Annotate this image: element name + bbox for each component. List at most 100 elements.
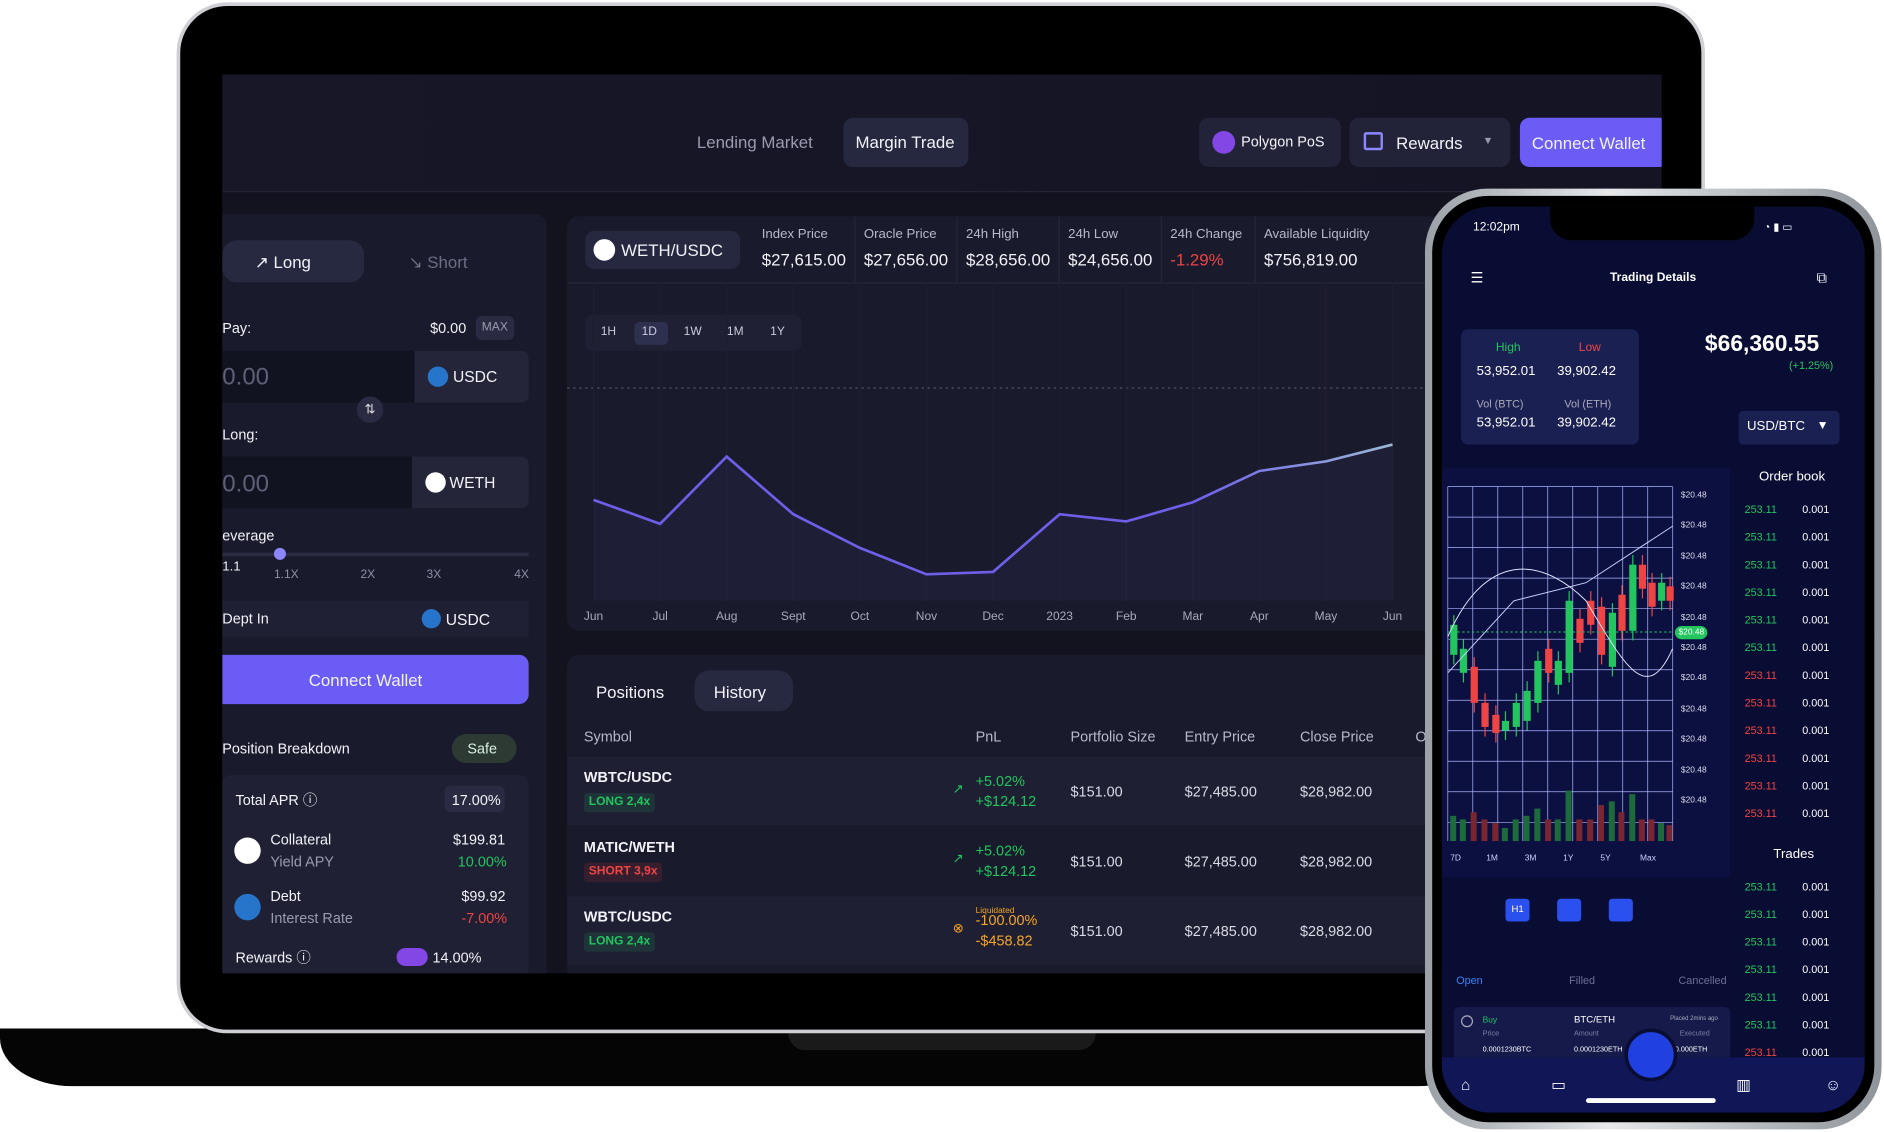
timeframe-button[interactable]: 1W xyxy=(683,325,702,339)
timeframe-box xyxy=(585,314,802,351)
nav-icon[interactable]: ⌂ xyxy=(1461,1075,1471,1094)
max-pill[interactable] xyxy=(475,315,515,341)
x-tick-label: Jul xyxy=(652,609,667,623)
price-chart: Jun Jul Aug Sept Oct Nov Dec 2023 Feb Mar Apr May Ju… xyxy=(567,282,1424,623)
volume-bar xyxy=(1459,819,1466,842)
interval-button[interactable] xyxy=(1505,898,1530,922)
pay-input[interactable] xyxy=(222,350,415,403)
position-tag: LONG 2,4x xyxy=(583,792,655,813)
leverage-value: 1.1 xyxy=(222,559,241,575)
nav-center-button[interactable] xyxy=(1624,1028,1678,1082)
book-qty: 0.001 xyxy=(1802,558,1830,571)
leverage-track[interactable] xyxy=(222,552,529,557)
book-qty: 0.001 xyxy=(1802,531,1830,544)
book-qty: 0.001 xyxy=(1802,696,1830,709)
timeframe-button[interactable]: 7D xyxy=(1450,854,1461,863)
form-connect-button[interactable] xyxy=(222,654,529,705)
timeframe-button[interactable]: Max xyxy=(1640,854,1656,863)
table-row xyxy=(567,826,1445,896)
stats-card xyxy=(1461,329,1639,445)
price-axis-label: $20.48 xyxy=(1680,521,1707,531)
swap-button[interactable]: ⇅ xyxy=(356,396,384,423)
history-tab-bg[interactable] xyxy=(694,670,793,712)
rewards-text: Rewards xyxy=(235,949,293,967)
book-qty: 0.001 xyxy=(1802,724,1830,737)
leverage-tick: 3X xyxy=(426,568,442,582)
timeframe-button[interactable]: 1M xyxy=(726,325,744,339)
tool-button[interactable] xyxy=(1557,898,1582,922)
position-tag: LONG 2,4x xyxy=(583,932,655,952)
dropdown-caret: ▼ xyxy=(1482,134,1494,147)
pay-label: Pay: xyxy=(222,319,252,337)
book-price: 253.11 xyxy=(1744,531,1777,544)
vol-eth: 39,902.42 xyxy=(1557,415,1616,431)
pair-select[interactable] xyxy=(1738,410,1840,445)
vol-btc-label: Vol (BTC) xyxy=(1476,397,1524,410)
caret: ▼ xyxy=(1816,419,1829,433)
gift-icon xyxy=(1363,132,1383,151)
price-axis-label: $20.48 xyxy=(1680,491,1707,500)
eth-icon xyxy=(234,837,261,864)
connect-button[interactable] xyxy=(1519,117,1662,168)
status-time: 12:02pm xyxy=(1473,221,1520,235)
nav-icon[interactable]: ☺ xyxy=(1825,1075,1842,1094)
tab-text: Short xyxy=(427,252,468,272)
nav-link[interactable]: Lending Market xyxy=(696,132,813,152)
book-qty: 0.001 xyxy=(1802,807,1830,820)
leverage-tick: 4X xyxy=(514,568,529,582)
short-tab-label[interactable]: ↘ Short xyxy=(408,252,468,272)
stat-divider xyxy=(1058,216,1060,283)
long-input[interactable] xyxy=(222,456,413,509)
safe-label: Safe xyxy=(467,740,498,757)
timeframe-button[interactable]: 1Y xyxy=(770,325,785,339)
tool-button[interactable] xyxy=(1608,898,1633,922)
price: $66,360.55 xyxy=(1704,331,1820,357)
timeframe-button[interactable]: 3M xyxy=(1524,854,1537,863)
order-amount-label: Amount xyxy=(1573,1030,1599,1039)
order-tab[interactable]: Cancelled xyxy=(1678,974,1727,987)
book-qty: 0.001 xyxy=(1802,669,1830,682)
size: $151.00 xyxy=(1070,922,1123,940)
book-price: 253.11 xyxy=(1744,586,1777,599)
order-tab[interactable]: Filled xyxy=(1569,974,1596,987)
nav-icon[interactable]: ▭ xyxy=(1551,1075,1566,1094)
candle-body xyxy=(1481,702,1489,727)
stat-value: $28,656.00 xyxy=(966,249,1051,270)
interval-label: H1 xyxy=(1511,903,1524,915)
entry-price: $27,485.00 xyxy=(1184,783,1257,801)
order-executed: 0.000ETH xyxy=(1674,1046,1708,1054)
timeframe-button[interactable]: 1H xyxy=(600,325,617,339)
pnl-amount: +$124.12 xyxy=(975,792,1037,810)
nav-icon[interactable]: ▥ xyxy=(1736,1075,1751,1094)
candle-chart xyxy=(1447,486,1674,842)
x-tick-label: Oct xyxy=(851,609,870,623)
yield-label: Yield APY xyxy=(270,853,334,870)
order-tab[interactable]: Open xyxy=(1456,974,1483,987)
book-qty: 0.001 xyxy=(1802,641,1830,654)
long-tab[interactable] xyxy=(222,240,365,283)
high-label: High xyxy=(1495,341,1521,355)
chart-bg xyxy=(1441,468,1731,878)
stat-value: $27,615.00 xyxy=(761,249,846,270)
volume-bar xyxy=(1618,812,1625,842)
rewards-button[interactable] xyxy=(1349,117,1511,168)
leverage-knob[interactable] xyxy=(273,547,286,560)
stat-label: 24h Low xyxy=(1068,227,1119,242)
candle-body xyxy=(1638,564,1647,589)
candle-body xyxy=(1629,564,1637,631)
timeframe-button[interactable]: 1M xyxy=(1486,854,1498,863)
volume-bar xyxy=(1587,819,1594,842)
timeframe-button[interactable]: 1Y xyxy=(1563,854,1574,863)
nav-link[interactable]: Margin Trade xyxy=(855,132,955,152)
nav-active[interactable] xyxy=(843,117,969,168)
debt-row xyxy=(222,600,529,637)
positions-tab[interactable]: Positions xyxy=(595,682,665,702)
candle-body xyxy=(1492,714,1500,733)
timeframe-button[interactable]: 1D xyxy=(641,325,657,339)
book-price: 253.11 xyxy=(1744,503,1777,516)
book-qty: 0.001 xyxy=(1802,935,1830,948)
price-axis-label: $20.48 xyxy=(1680,796,1707,806)
area xyxy=(593,444,1393,601)
stat-label: Oracle Price xyxy=(863,227,937,242)
timeframe-button[interactable]: 5Y xyxy=(1600,854,1611,863)
